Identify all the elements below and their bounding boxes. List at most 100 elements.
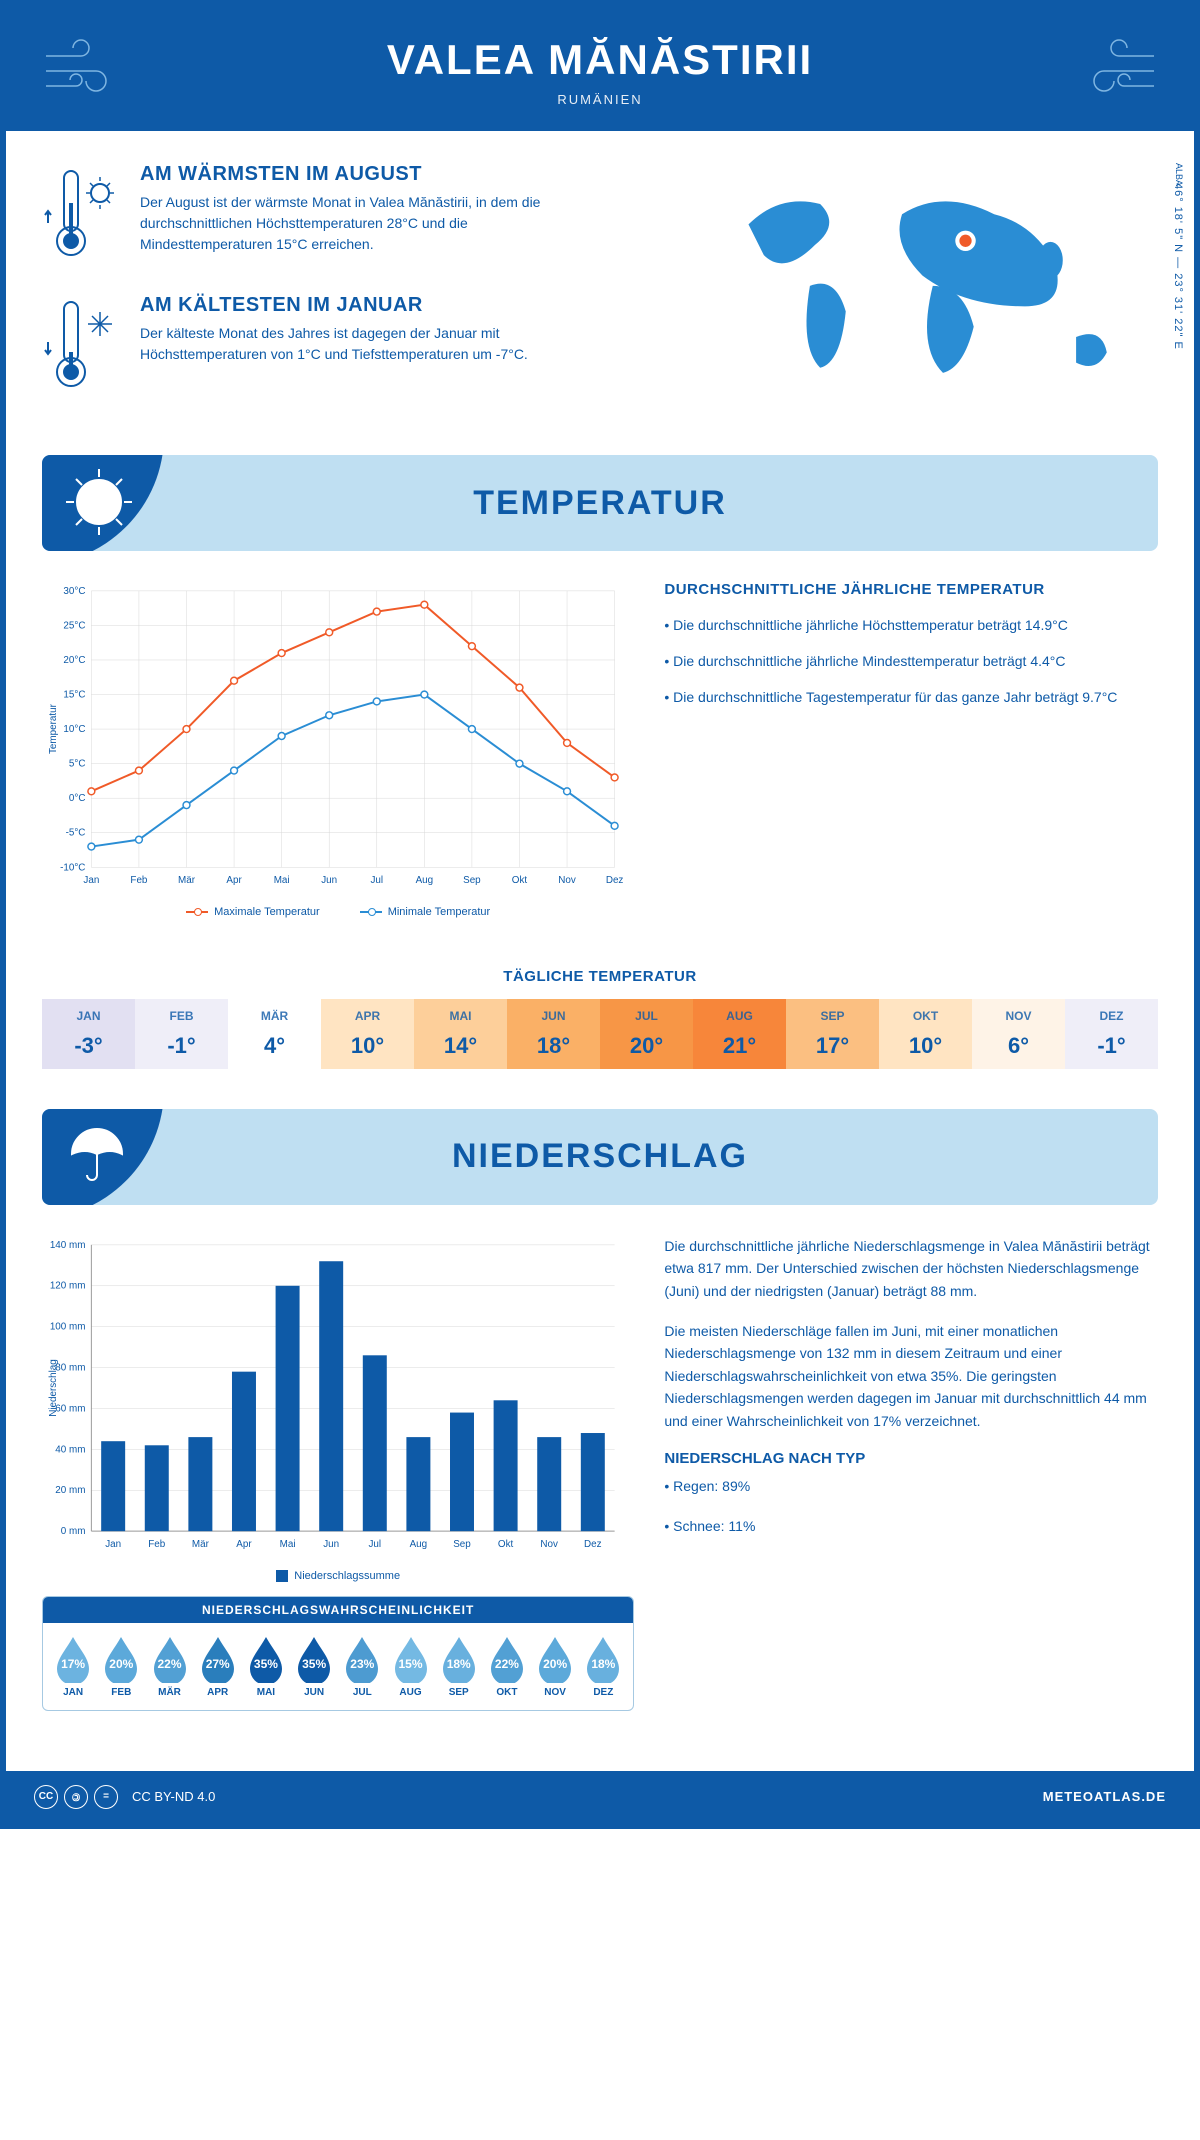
- precip-probability-box: NIEDERSCHLAGSWAHRSCHEINLICHKEIT 17%JAN20…: [42, 1596, 634, 1711]
- infographic-frame: VALEA MĂNĂSTIRII RUMÄNIEN AM WÄRMSTEN IM…: [0, 0, 1200, 1829]
- temperature-chart: -10°C -5°C 0°C 5°C 10°C 15°C 20°C 25°C 30°C Tempe…: [42, 581, 634, 918]
- license-icons: CC🄯= CC BY-ND 4.0: [34, 1785, 215, 1809]
- sun-icon: [62, 465, 136, 544]
- site-label: METEOATLAS.DE: [1043, 1789, 1166, 1804]
- svg-text:Jun: Jun: [321, 875, 337, 886]
- svg-text:Aug: Aug: [410, 1539, 428, 1550]
- svg-text:Sep: Sep: [453, 1539, 471, 1550]
- daily-cell: JUN18°: [507, 999, 600, 1069]
- precip-text: Die durchschnittliche jährliche Niedersc…: [664, 1235, 1158, 1711]
- prob-cell: 15%AUG: [386, 1635, 434, 1698]
- svg-text:Jul: Jul: [370, 875, 383, 886]
- coldest-fact: AM KÄLTESTEN IM JANUAR Der kälteste Mona…: [42, 294, 704, 399]
- prob-cell: 20%NOV: [531, 1635, 579, 1698]
- svg-text:Temperatur: Temperatur: [48, 703, 59, 754]
- svg-text:-10°C: -10°C: [60, 862, 85, 873]
- daily-cell: MAI14°: [414, 999, 507, 1069]
- svg-text:30°C: 30°C: [63, 586, 85, 597]
- svg-text:Okt: Okt: [498, 1539, 514, 1550]
- svg-text:Dez: Dez: [606, 875, 624, 886]
- header: VALEA MĂNĂSTIRII RUMÄNIEN: [6, 6, 1194, 131]
- svg-text:Dez: Dez: [584, 1539, 602, 1550]
- temp-legend: Maximale Temperatur Minimale Temperatur: [42, 906, 634, 918]
- svg-text:Apr: Apr: [236, 1539, 252, 1550]
- svg-text:Mai: Mai: [274, 875, 290, 886]
- svg-text:Mai: Mai: [280, 1539, 296, 1550]
- daily-temp-row: JAN-3°FEB-1°MÄR4°APR10°MAI14°JUN18°JUL20…: [42, 999, 1158, 1069]
- coords-label: 46° 18' 5" N — 23° 31' 22" E: [1172, 183, 1184, 350]
- page-title: VALEA MĂNĂSTIRII: [6, 36, 1194, 84]
- daily-temp-title: TÄGLICHE TEMPERATUR: [6, 968, 1194, 985]
- svg-text:Okt: Okt: [512, 875, 528, 886]
- prob-cell: 20%FEB: [97, 1635, 145, 1698]
- umbrella-icon: [62, 1119, 132, 1194]
- svg-text:20 mm: 20 mm: [55, 1485, 85, 1496]
- warmest-text: Der August ist der wärmste Monat in Vale…: [140, 192, 570, 255]
- svg-text:Jan: Jan: [105, 1539, 121, 1550]
- daily-cell: AUG21°: [693, 999, 786, 1069]
- svg-text:Jun: Jun: [323, 1539, 339, 1550]
- thermometer-hot-icon: [42, 163, 122, 268]
- svg-text:0°C: 0°C: [69, 793, 86, 804]
- svg-text:120 mm: 120 mm: [50, 1281, 86, 1292]
- prob-cell: 35%MAI: [242, 1635, 290, 1698]
- prob-cell: 35%JUN: [290, 1635, 338, 1698]
- temperature-banner: TEMPERATUR: [42, 455, 1158, 551]
- prob-cell: 23%JUL: [338, 1635, 386, 1698]
- svg-text:10°C: 10°C: [63, 724, 85, 735]
- warmest-fact: AM WÄRMSTEN IM AUGUST Der August ist der…: [42, 163, 704, 268]
- precip-legend: Niederschlagssumme: [42, 1570, 634, 1582]
- svg-text:-5°C: -5°C: [66, 828, 86, 839]
- prob-cell: 18%DEZ: [579, 1635, 627, 1698]
- daily-cell: JAN-3°: [42, 999, 135, 1069]
- svg-text:25°C: 25°C: [63, 620, 85, 631]
- temperature-stats: DURCHSCHNITTLICHE JÄHRLICHE TEMPERATUR •…: [664, 581, 1158, 918]
- daily-cell: APR10°: [321, 999, 414, 1069]
- svg-text:5°C: 5°C: [69, 759, 86, 770]
- temperature-heading: TEMPERATUR: [42, 484, 1158, 523]
- svg-text:60 mm: 60 mm: [55, 1403, 85, 1414]
- svg-text:Nov: Nov: [558, 875, 576, 886]
- intro-section: AM WÄRMSTEN IM AUGUST Der August ist der…: [6, 131, 1194, 445]
- svg-text:140 mm: 140 mm: [50, 1240, 86, 1251]
- svg-text:Jan: Jan: [83, 875, 99, 886]
- precip-chart: 0 mm 20 mm 40 mm 60 mm 80 mm 100 mm 120 mm 140 …: [42, 1235, 634, 1582]
- daily-cell: SEP17°: [786, 999, 879, 1069]
- svg-text:Mär: Mär: [178, 875, 196, 886]
- svg-text:Sep: Sep: [463, 875, 481, 886]
- coldest-text: Der kälteste Monat des Jahres ist dagege…: [140, 323, 570, 365]
- svg-text:20°C: 20°C: [63, 655, 85, 666]
- prob-cell: 22%MÄR: [145, 1635, 193, 1698]
- prob-cell: 18%SEP: [435, 1635, 483, 1698]
- daily-cell: OKT10°: [879, 999, 972, 1069]
- prob-cell: 22%OKT: [483, 1635, 531, 1698]
- svg-text:Aug: Aug: [416, 875, 434, 886]
- svg-text:Nov: Nov: [540, 1539, 558, 1550]
- prob-cell: 17%JAN: [49, 1635, 97, 1698]
- daily-cell: DEZ-1°: [1065, 999, 1158, 1069]
- svg-text:Feb: Feb: [130, 875, 148, 886]
- svg-text:Jul: Jul: [368, 1539, 381, 1550]
- svg-text:40 mm: 40 mm: [55, 1444, 85, 1455]
- precip-heading: NIEDERSCHLAG: [42, 1137, 1158, 1176]
- svg-text:100 mm: 100 mm: [50, 1322, 86, 1333]
- svg-text:Niederschlag: Niederschlag: [48, 1359, 59, 1417]
- daily-cell: MÄR4°: [228, 999, 321, 1069]
- svg-text:Feb: Feb: [148, 1539, 166, 1550]
- precip-banner: NIEDERSCHLAG: [42, 1109, 1158, 1205]
- svg-text:Mär: Mär: [192, 1539, 210, 1550]
- svg-text:Apr: Apr: [226, 875, 242, 886]
- world-map: ALBA 46° 18' 5" N — 23° 31' 22" E: [728, 163, 1158, 425]
- footer: CC🄯= CC BY-ND 4.0 METEOATLAS.DE: [6, 1771, 1194, 1823]
- coldest-title: AM KÄLTESTEN IM JANUAR: [140, 294, 570, 317]
- daily-cell: FEB-1°: [135, 999, 228, 1069]
- thermometer-cold-icon: [42, 294, 122, 399]
- daily-cell: JUL20°: [600, 999, 693, 1069]
- svg-text:0 mm: 0 mm: [61, 1526, 86, 1537]
- warmest-title: AM WÄRMSTEN IM AUGUST: [140, 163, 570, 186]
- country-label: RUMÄNIEN: [6, 92, 1194, 107]
- prob-cell: 27%APR: [194, 1635, 242, 1698]
- daily-cell: NOV6°: [972, 999, 1065, 1069]
- svg-text:80 mm: 80 mm: [55, 1362, 85, 1373]
- svg-text:15°C: 15°C: [63, 689, 85, 700]
